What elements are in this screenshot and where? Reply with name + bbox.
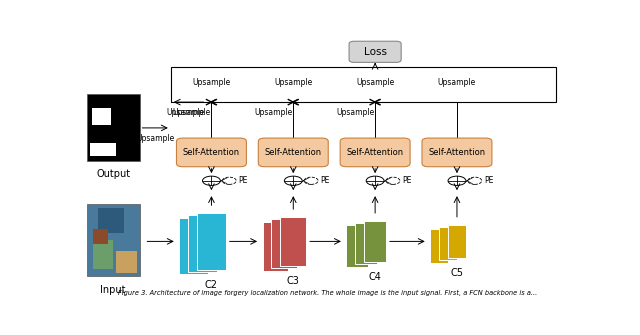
Text: Upsample: Upsample: [192, 78, 230, 87]
Circle shape: [366, 176, 384, 186]
Text: Self-Attention: Self-Attention: [265, 148, 322, 157]
Circle shape: [386, 177, 400, 184]
Text: PE: PE: [403, 176, 412, 185]
FancyBboxPatch shape: [430, 229, 448, 263]
FancyBboxPatch shape: [177, 138, 246, 167]
Text: Output: Output: [96, 169, 131, 179]
Text: C2: C2: [205, 280, 218, 290]
FancyBboxPatch shape: [349, 41, 401, 62]
FancyBboxPatch shape: [271, 219, 297, 268]
Text: Upsample: Upsample: [254, 108, 292, 117]
FancyBboxPatch shape: [340, 138, 410, 167]
Circle shape: [448, 176, 466, 186]
FancyBboxPatch shape: [259, 138, 328, 167]
FancyBboxPatch shape: [88, 204, 140, 276]
Text: PE: PE: [321, 176, 330, 185]
FancyBboxPatch shape: [98, 208, 124, 233]
Text: C5: C5: [451, 268, 463, 278]
Text: C3: C3: [287, 276, 300, 286]
Text: PE: PE: [484, 176, 493, 185]
Text: Upsample: Upsample: [136, 134, 174, 143]
Text: Loss: Loss: [364, 47, 387, 57]
FancyBboxPatch shape: [197, 213, 226, 270]
FancyBboxPatch shape: [422, 138, 492, 167]
Circle shape: [202, 176, 220, 186]
FancyBboxPatch shape: [346, 225, 368, 267]
FancyBboxPatch shape: [188, 215, 217, 272]
Text: Self-Attention: Self-Attention: [183, 148, 240, 157]
Circle shape: [468, 177, 482, 184]
Text: Input: Input: [100, 285, 126, 295]
Text: Self-Attention: Self-Attention: [346, 148, 404, 157]
Text: C4: C4: [369, 272, 381, 282]
FancyBboxPatch shape: [88, 94, 140, 161]
FancyBboxPatch shape: [355, 223, 377, 264]
FancyBboxPatch shape: [90, 143, 116, 156]
Text: Upsample: Upsample: [166, 108, 205, 117]
FancyBboxPatch shape: [93, 240, 113, 269]
Text: Upsample: Upsample: [274, 78, 312, 87]
Text: Upsample: Upsample: [336, 108, 374, 117]
Text: Upsample: Upsample: [172, 108, 211, 117]
Text: Upsample: Upsample: [356, 78, 394, 87]
FancyBboxPatch shape: [93, 229, 108, 244]
Text: Upsample: Upsample: [438, 78, 476, 87]
Text: Self-Attention: Self-Attention: [428, 148, 486, 157]
FancyBboxPatch shape: [439, 227, 457, 261]
Text: PE: PE: [239, 176, 248, 185]
FancyBboxPatch shape: [448, 225, 466, 258]
Circle shape: [304, 177, 318, 184]
Bar: [171, 67, 556, 102]
Circle shape: [222, 177, 236, 184]
FancyBboxPatch shape: [116, 251, 137, 273]
FancyBboxPatch shape: [179, 218, 208, 274]
FancyBboxPatch shape: [280, 217, 306, 266]
FancyBboxPatch shape: [364, 221, 386, 262]
Circle shape: [284, 176, 302, 186]
Text: Figure 3. Architecture of image forgery localization network. The whole image is: Figure 3. Architecture of image forgery …: [118, 289, 538, 295]
FancyBboxPatch shape: [92, 108, 111, 125]
FancyBboxPatch shape: [262, 221, 288, 271]
